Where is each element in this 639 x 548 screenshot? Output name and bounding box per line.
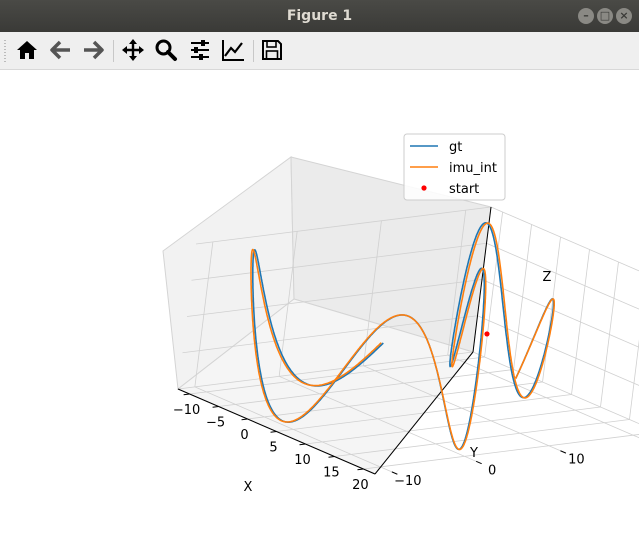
series-line-gt (252, 222, 555, 451)
x-grid-line (247, 381, 543, 420)
y-tick-mark (560, 450, 567, 454)
x-tick-label: 20 (352, 478, 369, 493)
start-marker (484, 331, 490, 337)
x-tick-label: 0 (240, 428, 248, 443)
line-chart-icon (222, 40, 244, 61)
toolbar-separator (113, 40, 114, 62)
z-grid-line (195, 206, 492, 245)
y-grid-line (447, 354, 639, 439)
x-tick-mark (357, 468, 364, 471)
edit-axis-button[interactable] (219, 36, 247, 64)
y-tick-label: −10 (394, 474, 421, 489)
legend-swatch-start (421, 185, 427, 191)
x-axis-label: X (244, 480, 253, 495)
arrow-left-icon (50, 40, 70, 60)
zoom-button[interactable] (152, 36, 180, 64)
magnifier-icon (155, 39, 177, 61)
z-grid-line (477, 315, 639, 386)
home-button[interactable] (13, 36, 41, 64)
z-grid-line (472, 351, 639, 425)
x-grid-line (305, 406, 601, 445)
z-grid-line (191, 242, 487, 281)
z-grid-line (182, 315, 478, 354)
floppy-disk-icon (262, 40, 282, 60)
x-tick-mark (299, 443, 306, 446)
x-tick-mark (241, 418, 248, 421)
y-tick-label: 0 (488, 463, 496, 478)
save-button[interactable] (258, 36, 286, 64)
x-tick-mark (183, 393, 190, 396)
z-grid-line (486, 242, 639, 310)
home-icon (17, 41, 37, 59)
series-line-imu-int (250, 222, 555, 451)
window-title: Figure 1 (286, 8, 353, 24)
toolbar (0, 32, 639, 70)
sliders-icon (191, 40, 209, 60)
legend: gt imu_int start (403, 133, 506, 201)
x-tick-label: −5 (206, 416, 225, 431)
y-tick-mark (391, 471, 398, 475)
x-tick-mark (270, 431, 277, 433)
x-tick-label: −10 (173, 403, 200, 418)
legend-label-start: start (449, 182, 479, 197)
toolbar-separator (253, 40, 254, 62)
pan-button[interactable] (119, 36, 147, 64)
x-grid-line (363, 434, 639, 470)
z-grid-line (490, 206, 639, 272)
close-button[interactable]: × (616, 8, 632, 24)
z-grid-line (186, 279, 483, 317)
toolbar-grip[interactable] (4, 40, 6, 62)
z-grid-line (177, 351, 474, 390)
x-tick-label: 10 (294, 453, 311, 468)
x-tick-mark (212, 406, 219, 408)
legend-box (403, 133, 506, 201)
minimize-button[interactable]: – (578, 8, 594, 24)
z-axis-line (472, 206, 492, 353)
y-tick-label: 10 (568, 453, 585, 468)
x-tick-label: 5 (269, 441, 277, 456)
legend-label-imu-int: imu_int (449, 161, 497, 176)
y-tick-mark (475, 460, 482, 465)
x-tick-mark (328, 456, 335, 458)
x-tick-label: 15 (323, 466, 340, 481)
y-grid-line (278, 375, 477, 462)
y-axis-label: Y (469, 446, 478, 461)
z-axis-label: Z (543, 270, 552, 285)
window-titlebar[interactable]: Figure 1 – □ × (0, 0, 639, 32)
arrow-right-icon (84, 40, 104, 60)
x-grid-line (334, 419, 630, 457)
forward-button[interactable] (79, 36, 107, 64)
y-grid-line (363, 365, 561, 452)
grid-lines (177, 206, 639, 473)
z-grid-line (481, 279, 639, 348)
legend-label-gt: gt (449, 140, 462, 155)
move-icon (122, 39, 144, 61)
configure-subplots-button[interactable] (186, 36, 214, 64)
back-button[interactable] (47, 36, 75, 64)
y-grid-line (194, 386, 393, 473)
y-axis-line (374, 351, 474, 475)
trajectory-lines (250, 222, 555, 451)
maximize-button[interactable]: □ (597, 8, 613, 24)
